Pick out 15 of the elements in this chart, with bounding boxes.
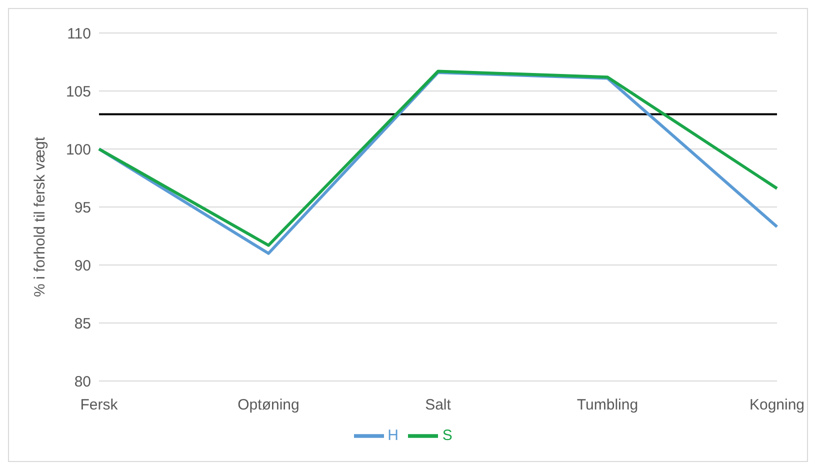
x-tick-label: Salt [425,396,452,414]
legend-label: S [442,426,452,444]
y-tick-label: 90 [74,257,91,274]
x-tick-label: Fersk [80,396,118,414]
y-tick-label: 80 [74,373,91,390]
y-tick-label: 110 [67,25,91,42]
x-tick-label: Tumbling [576,396,638,414]
y-tick-label: 85 [74,315,91,332]
x-tick-label: Kogning [749,396,805,414]
y-tick-label: 95 [74,199,91,216]
y-tick-label: 105 [66,83,91,100]
y-tick-label: 100 [66,141,91,158]
y-axis-title: % i forhold til fersk vægt [31,136,48,297]
legend-label: H [388,426,398,444]
x-tick-label: Optøning [238,396,300,414]
